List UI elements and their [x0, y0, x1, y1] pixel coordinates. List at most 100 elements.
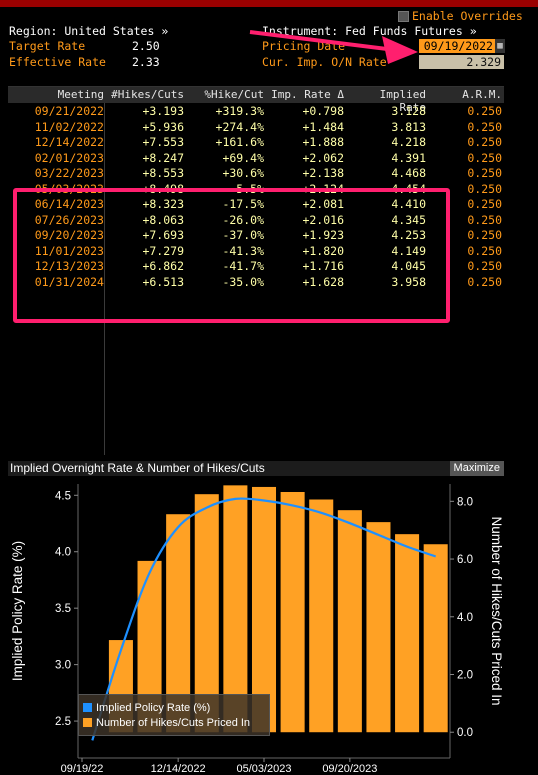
- cell-meeting: 12/14/2022: [34, 135, 104, 149]
- table-row[interactable]: 09/20/2023 +7.693 -37.0% +1.923 4.253 0.250: [8, 228, 504, 243]
- cell-imp-rate-delta: +1.484: [302, 119, 344, 134]
- cell-arm: 0.250: [467, 243, 502, 258]
- cell-hikes-cuts: +5.936: [142, 119, 184, 134]
- cell-pct-hike-cut: -37.0%: [222, 228, 264, 242]
- cell-arm: 0.250: [467, 166, 502, 180]
- cell-hikes-cuts: +6.862: [142, 259, 184, 273]
- cell-arm: 0.250: [467, 181, 502, 196]
- legend-swatch-rate: [83, 703, 92, 712]
- target-rate-value: 2.50: [132, 39, 160, 53]
- enable-overrides-checkbox[interactable]: [398, 11, 409, 22]
- cell-hikes-cuts: +8.063: [142, 212, 184, 227]
- col-hikes-cuts[interactable]: #Hikes/Cuts: [111, 88, 184, 101]
- cell-imp-rate-delta: +1.628: [302, 274, 344, 289]
- cell-meeting: 09/21/2022: [34, 104, 104, 118]
- cell-pct-hike-cut: -41.3%: [222, 243, 264, 258]
- x-tick-label: 12/14/2022: [151, 763, 206, 775]
- table-row[interactable]: 01/31/2024 +6.513 -35.0% +1.628 3.958 0.250: [8, 275, 504, 290]
- bar: [395, 534, 420, 733]
- table-row[interactable]: 07/26/2023 +8.063 -26.0% +2.016 4.345 0.250: [8, 213, 504, 228]
- cell-pct-hike-cut: -35.0%: [222, 274, 264, 289]
- cell-imp-rate-delta: +1.716: [302, 259, 344, 273]
- cell-hikes-cuts: +7.279: [142, 243, 184, 258]
- y2-tick-label: 0.0: [457, 727, 473, 739]
- bar: [366, 522, 391, 733]
- cell-arm: 0.250: [467, 119, 502, 134]
- cell-implied-rate: 4.045: [391, 259, 426, 273]
- cur-imp-rate-label: Cur. Imp. O/N Rate: [262, 55, 387, 69]
- bar: [309, 499, 334, 733]
- cell-pct-hike-cut: +69.4%: [222, 150, 264, 165]
- y2-tick-label: 2.0: [457, 670, 473, 682]
- pricing-date-input[interactable]: 09/19/2022: [419, 39, 495, 53]
- cell-implied-rate: 4.391: [391, 150, 426, 165]
- y2-tick-label: 6.0: [457, 554, 473, 566]
- chart-legend: Implied Policy Rate (%) Number of Hikes/…: [78, 694, 270, 736]
- cell-implied-rate: 4.468: [391, 166, 426, 180]
- table-row[interactable]: 09/21/2022 +3.193 +319.3% +0.798 3.128 0.250: [8, 104, 504, 119]
- cell-implied-rate: 4.345: [391, 212, 426, 227]
- chart-title: Implied Overnight Rate & Number of Hikes…: [10, 461, 265, 475]
- annotation-arrow: [249, 30, 418, 64]
- table-row[interactable]: 12/13/2023 +6.862 -41.7% +1.716 4.045 0.250: [8, 259, 504, 274]
- cell-pct-hike-cut: -41.7%: [222, 259, 264, 273]
- cell-hikes-cuts: +7.693: [142, 228, 184, 242]
- cell-hikes-cuts: +8.323: [142, 197, 184, 211]
- meetings-table: Meeting #Hikes/Cuts %Hike/Cut Imp. Rate …: [8, 86, 504, 455]
- col-implied-rate[interactable]: Implied Rate: [379, 88, 426, 114]
- y-tick-label: 3.5: [55, 603, 71, 615]
- bar: [194, 494, 219, 733]
- instrument-selector[interactable]: Instrument: Fed Funds Futures »: [262, 24, 477, 38]
- y2-axis-title: Number of Hikes/Cuts Priced In: [489, 516, 504, 705]
- cell-imp-rate-delta: +0.798: [302, 104, 344, 118]
- col-imp-rate-delta[interactable]: Imp. Rate Δ: [271, 88, 344, 101]
- cell-arm: 0.250: [467, 150, 502, 165]
- col-arm[interactable]: A.R.M.: [462, 88, 502, 101]
- table-row[interactable]: 06/14/2023 +8.323 -17.5% +2.081 4.410 0.250: [8, 197, 504, 212]
- cell-implied-rate: 3.813: [391, 119, 426, 134]
- table-row[interactable]: 11/01/2023 +7.279 -41.3% +1.820 4.149 0.250: [8, 244, 504, 259]
- cell-arm: 0.250: [467, 228, 502, 242]
- table-row[interactable]: 12/14/2022 +7.553 +161.6% +1.888 4.218 0.250: [8, 135, 504, 150]
- cell-imp-rate-delta: +1.820: [302, 243, 344, 258]
- y-tick-label: 3.0: [55, 660, 71, 672]
- y-axis-title: Implied Policy Rate (%): [10, 541, 25, 681]
- cell-arm: 0.250: [467, 212, 502, 227]
- legend-item-rate: Implied Policy Rate (%): [83, 701, 210, 715]
- cell-meeting: 11/02/2022: [34, 119, 104, 134]
- effective-rate-value: 2.33: [132, 55, 160, 69]
- cell-meeting: 09/20/2023: [34, 228, 104, 242]
- cell-imp-rate-delta: +2.138: [302, 166, 344, 180]
- cell-imp-rate-delta: +2.016: [302, 212, 344, 227]
- cell-meeting: 01/31/2024: [34, 274, 104, 289]
- cell-hikes-cuts: +8.553: [142, 166, 184, 180]
- calendar-icon[interactable]: ▦: [495, 39, 505, 53]
- col-pct-hike-cut[interactable]: %Hike/Cut: [204, 88, 264, 101]
- col-meeting[interactable]: Meeting: [57, 88, 104, 101]
- highlight-box: [13, 188, 450, 323]
- cur-imp-rate-input[interactable]: 2.329: [419, 55, 504, 69]
- legend-item-hikes: Number of Hikes/Cuts Priced In: [83, 716, 250, 730]
- y-tick-label: 2.5: [55, 716, 71, 728]
- legend-swatch-hikes: [83, 718, 92, 727]
- cell-arm: 0.250: [467, 197, 502, 211]
- bar: [337, 510, 362, 733]
- table-row[interactable]: 11/02/2022 +5.936 +274.4% +1.484 3.813 0.250: [8, 120, 504, 135]
- cell-hikes-cuts: +3.193: [142, 104, 184, 118]
- table-row[interactable]: 02/01/2023 +8.247 +69.4% +2.062 4.391 0.250: [8, 151, 504, 166]
- target-rate-label: Target Rate: [9, 39, 86, 53]
- x-tick-label: 09/19/22: [61, 763, 104, 775]
- cell-meeting: 02/01/2023: [34, 150, 104, 165]
- cell-arm: 0.250: [467, 135, 502, 149]
- x-tick-label: 05/03/2023: [236, 763, 291, 775]
- implied-rate-line: [91, 497, 437, 741]
- cell-imp-rate-delta: +1.923: [302, 228, 344, 242]
- chart-header: Implied Overnight Rate & Number of Hikes…: [8, 461, 504, 476]
- cell-meeting: 06/14/2023: [34, 197, 104, 211]
- cell-implied-rate: 4.410: [391, 197, 426, 211]
- cell-meeting: 07/26/2023: [34, 212, 104, 227]
- maximize-button[interactable]: Maximize: [449, 461, 504, 476]
- region-selector[interactable]: Region: United States »: [9, 24, 169, 38]
- table-row[interactable]: 03/22/2023 +8.553 +30.6% +2.138 4.468 0.250: [8, 166, 504, 181]
- cell-meeting: 12/13/2023: [34, 259, 104, 273]
